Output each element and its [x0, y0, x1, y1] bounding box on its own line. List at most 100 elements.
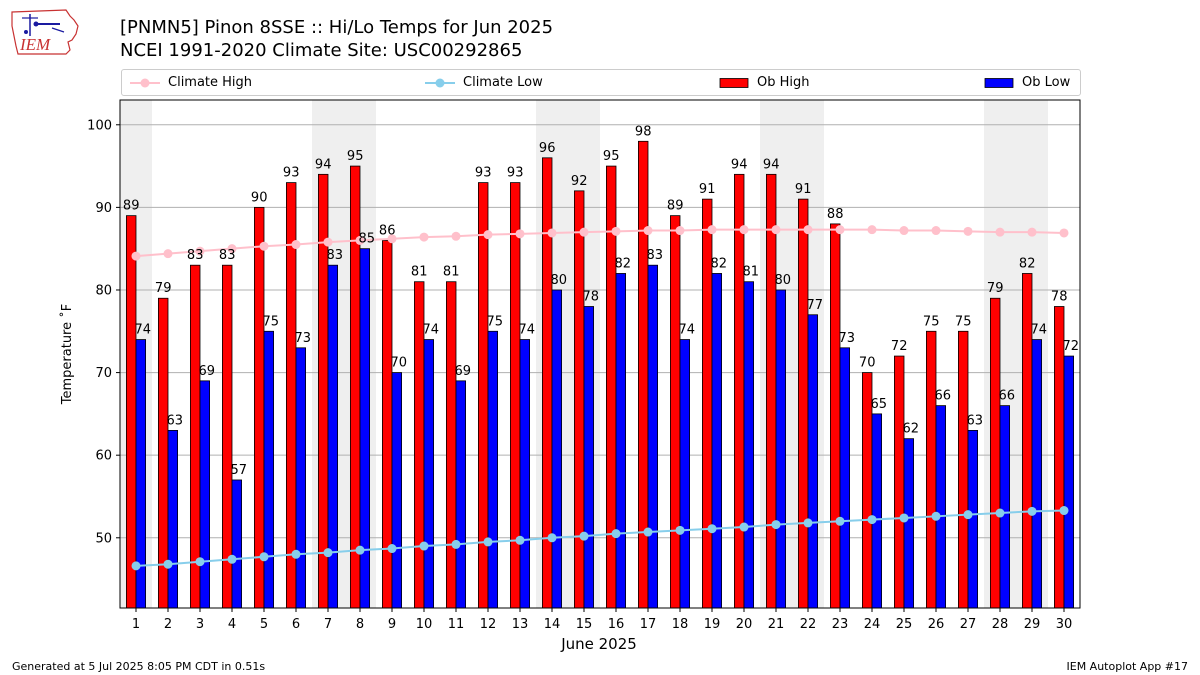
climate-low-point [995, 508, 1005, 518]
climate-high-point [771, 225, 781, 235]
x-tick-label: 21 [768, 617, 785, 632]
footer-app: IEM Autoplot App #17 [1066, 660, 1189, 673]
x-tick-label: 19 [704, 617, 721, 632]
ob-high-bar [381, 240, 393, 609]
ob-low-swatch-icon [984, 77, 1014, 88]
ob-high-value-label: 93 [283, 166, 300, 181]
climate-high-point [579, 227, 589, 237]
x-tick-label: 12 [480, 617, 497, 632]
ob-high-value-label: 94 [763, 157, 780, 172]
plot-frame [119, 99, 1081, 609]
x-tick-label: 22 [800, 617, 817, 632]
climate-low-point [227, 554, 237, 564]
x-tick-label: 6 [292, 617, 300, 632]
x-tick-label: 11 [448, 617, 465, 632]
legend: Climate High Climate Low Ob High Ob Low [121, 69, 1081, 96]
climate-low-point [803, 518, 813, 528]
climate-high-point [547, 228, 557, 238]
ob-low-bar [455, 380, 467, 609]
ob-low-bar [391, 372, 403, 609]
ob-low-bar [775, 289, 787, 609]
logo-text: IEM [19, 35, 51, 54]
ob-low-value-label: 57 [231, 463, 248, 478]
climate-low-point [483, 537, 493, 547]
ob-low-value-label: 80 [775, 273, 792, 288]
climate-low-point [579, 531, 589, 541]
climate-high-line [135, 228, 1065, 258]
x-tick-label: 10 [416, 617, 433, 632]
ob-low-value-label: 81 [743, 265, 760, 280]
iem-logo: IEM [11, 9, 79, 55]
ob-high-value-label: 94 [315, 157, 332, 172]
ob-low-value-label: 73 [839, 331, 856, 346]
ob-high-value-label: 81 [411, 265, 428, 280]
climate-low-point [963, 510, 973, 520]
ob-high-value-label: 93 [507, 166, 524, 181]
climate-high-point [867, 225, 877, 235]
ob-low-bar [551, 289, 563, 609]
ob-high-bar [574, 190, 585, 609]
ob-low-value-label: 69 [199, 364, 216, 379]
ob-low-bar [647, 264, 659, 609]
ob-low-bar [423, 339, 435, 609]
climate-low-point [547, 533, 557, 543]
ob-high-value-label: 90 [251, 190, 268, 205]
ob-high-value-label: 70 [859, 356, 876, 371]
climate-low-point [771, 520, 781, 530]
climate-high-point [355, 235, 365, 245]
y-tick-label: 60 [95, 449, 112, 464]
climate-high-point [931, 226, 941, 236]
ob-high-value-label: 82 [1019, 256, 1036, 271]
ob-low-value-label: 77 [807, 298, 824, 313]
ob-low-value-label: 75 [263, 314, 280, 329]
ob-low-value-label: 82 [711, 256, 728, 271]
ob-low-bar [743, 281, 755, 609]
legend-item-climate-low: Climate Low [425, 70, 543, 95]
climate-high-point [995, 227, 1005, 237]
climate-low-point [259, 552, 269, 562]
ob-low-bar [871, 413, 883, 609]
x-tick-label: 1 [132, 617, 140, 632]
ob-high-value-label: 95 [347, 149, 364, 164]
ob-low-value-label: 80 [551, 273, 568, 288]
climate-high-point [323, 237, 333, 247]
climate-low-point [675, 525, 685, 535]
ob-low-value-label: 74 [423, 323, 440, 338]
ob-high-value-label: 91 [699, 182, 716, 197]
x-tick-label: 15 [576, 617, 593, 632]
climate-low-point [131, 561, 141, 571]
legend-label: Ob Low [1022, 75, 1071, 90]
ob-high-value-label: 91 [795, 182, 812, 197]
climate-low-point [195, 557, 205, 567]
x-tick-label: 7 [324, 617, 332, 632]
climate-low-point [323, 548, 333, 558]
climate-high-point [1059, 228, 1069, 238]
x-tick-label: 24 [864, 617, 881, 632]
ob-low-value-label: 66 [935, 389, 952, 404]
ob-high-bar [734, 173, 745, 609]
x-tick-label: 4 [228, 617, 236, 632]
x-tick-label: 5 [260, 617, 268, 632]
ob-high-bar [926, 330, 937, 609]
x-tick-label: 8 [356, 617, 364, 632]
ob-low-value-label: 72 [1063, 339, 1080, 354]
ob-low-bar [999, 405, 1011, 609]
ob-high-value-label: 89 [667, 199, 684, 214]
climate-high-point [739, 225, 749, 235]
climate-high-point [1027, 227, 1037, 237]
ob-low-value-label: 62 [903, 422, 920, 437]
ob-high-value-label: 93 [475, 166, 492, 181]
ob-high-bar [445, 281, 457, 609]
climate-high-point [163, 249, 173, 259]
ob-low-bar [903, 438, 915, 609]
ob-low-value-label: 66 [999, 389, 1016, 404]
ob-low-value-label: 75 [487, 314, 504, 329]
ob-low-bar [711, 273, 723, 609]
y-tick-label: 90 [95, 201, 112, 216]
climate-low-point [515, 535, 525, 545]
ob-low-value-label: 63 [967, 413, 984, 428]
legend-label: Climate Low [463, 75, 543, 90]
climate-high-point [611, 226, 621, 236]
x-tick-label: 30 [1056, 617, 1073, 632]
climate-high-point [515, 229, 525, 239]
